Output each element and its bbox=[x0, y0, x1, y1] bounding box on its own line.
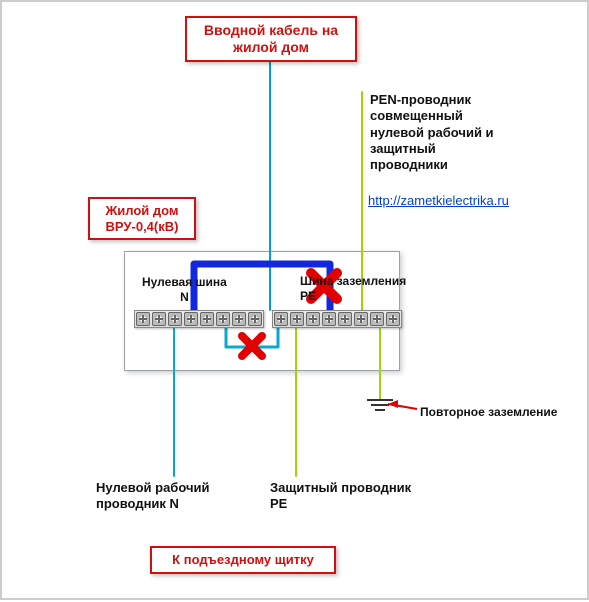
busbar-terminal bbox=[274, 312, 288, 326]
source-url-link[interactable]: http://zametkielectrika.ru bbox=[368, 193, 509, 208]
busbar-terminal bbox=[168, 312, 182, 326]
label-line: PE bbox=[300, 289, 406, 304]
busbar-pe bbox=[272, 310, 402, 328]
busbar-terminal bbox=[338, 312, 352, 326]
label-line: Вводной кабель на bbox=[197, 22, 345, 39]
label-line: Жилой дом bbox=[100, 203, 184, 219]
busbar-terminal bbox=[136, 312, 150, 326]
label-line: PE bbox=[270, 496, 411, 512]
busbar-terminal bbox=[306, 312, 320, 326]
label-line: жилой дом bbox=[197, 39, 345, 56]
label-line: проводник N bbox=[96, 496, 209, 512]
label-input-cable: Вводной кабель на жилой дом bbox=[185, 16, 357, 62]
busbar-terminal bbox=[290, 312, 304, 326]
busbar-terminal bbox=[354, 312, 368, 326]
label-line: PEN-проводник bbox=[370, 92, 494, 108]
label-bru: Жилой дом ВРУ-0,4(кВ) bbox=[88, 197, 196, 240]
busbar-terminal bbox=[232, 312, 246, 326]
busbar-terminal bbox=[248, 312, 262, 326]
label-line: ВРУ-0,4(кВ) bbox=[100, 219, 184, 235]
label-line: Защитный проводник bbox=[270, 480, 411, 496]
busbar-terminal bbox=[184, 312, 198, 326]
busbar-terminal bbox=[152, 312, 166, 326]
label-pen-conductor: PEN-проводниксовмещенныйнулевой рабочий … bbox=[370, 92, 494, 173]
label-line: N bbox=[142, 290, 227, 305]
label-line: нулевой рабочий и bbox=[370, 125, 494, 141]
label-line: К подъездному щитку bbox=[162, 552, 324, 568]
label-line: совмещенный bbox=[370, 108, 494, 124]
label-pe-conductor: Защитный проводник PE bbox=[270, 480, 411, 513]
busbar-terminal bbox=[200, 312, 214, 326]
busbar-terminal bbox=[216, 312, 230, 326]
busbar-terminal bbox=[370, 312, 384, 326]
label-n-conductor: Нулевой рабочий проводник N bbox=[96, 480, 209, 513]
label-line: Нулевой рабочий bbox=[96, 480, 209, 496]
label-line: Шина заземления bbox=[300, 274, 406, 289]
label-regrounding: Повторное заземление bbox=[420, 405, 557, 420]
label-pe-bus: Шина заземления PE bbox=[300, 274, 406, 304]
label-to-panel: К подъездному щитку bbox=[150, 546, 336, 574]
label-null-bus: Нулевая шина N bbox=[142, 275, 227, 305]
label-line: проводники bbox=[370, 157, 494, 173]
busbar-terminal bbox=[386, 312, 400, 326]
busbar-n bbox=[134, 310, 264, 328]
label-line: защитный bbox=[370, 141, 494, 157]
label-line: Нулевая шина bbox=[142, 275, 227, 290]
busbar-terminal bbox=[322, 312, 336, 326]
